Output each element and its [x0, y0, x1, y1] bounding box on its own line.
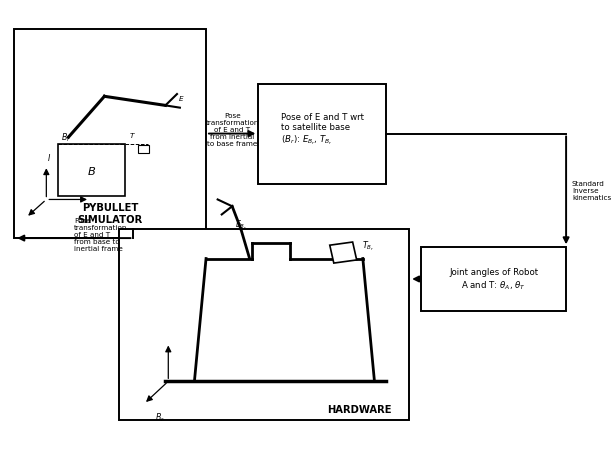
Bar [258, 84, 386, 184]
Text: $B_r$: $B_r$ [61, 132, 71, 144]
Bar [14, 30, 206, 239]
Text: $E_{B_r}$: $E_{B_r}$ [235, 218, 248, 232]
Text: Pose
transformation
of E and T
from base to
inertial frame: Pose transformation of E and T from base… [75, 217, 128, 251]
Text: PYBULLET
SIMULATOR: PYBULLET SIMULATOR [78, 203, 143, 224]
Text: Pose of E and T wrt
to satellite base
$(B_r)$: $E_{B_r}$, $T_{B_r}$: Pose of E and T wrt to satellite base $(… [281, 112, 363, 147]
Text: $E$: $E$ [178, 94, 185, 102]
Bar [58, 145, 124, 197]
Text: $T_{B_r}$: $T_{B_r}$ [362, 239, 374, 252]
Text: $I$: $I$ [47, 152, 51, 163]
Text: Standard
Inverse
kinematics: Standard Inverse kinematics [572, 181, 611, 201]
Bar [138, 146, 148, 154]
Text: $B$: $B$ [87, 165, 96, 177]
Bar [119, 230, 409, 420]
Text: $T$: $T$ [129, 130, 136, 139]
Text: $B_r$: $B_r$ [155, 411, 164, 423]
Bar [421, 248, 566, 311]
Text: HARDWARE: HARDWARE [327, 403, 392, 414]
Bar [330, 242, 357, 263]
Text: Joint angles of Robot
A and T: $\theta_A$, $\theta_T$: Joint angles of Robot A and T: $\theta_A… [449, 268, 538, 291]
Text: Pose
transformation
of E and T
from inertial
to base frame: Pose transformation of E and T from iner… [206, 113, 259, 147]
